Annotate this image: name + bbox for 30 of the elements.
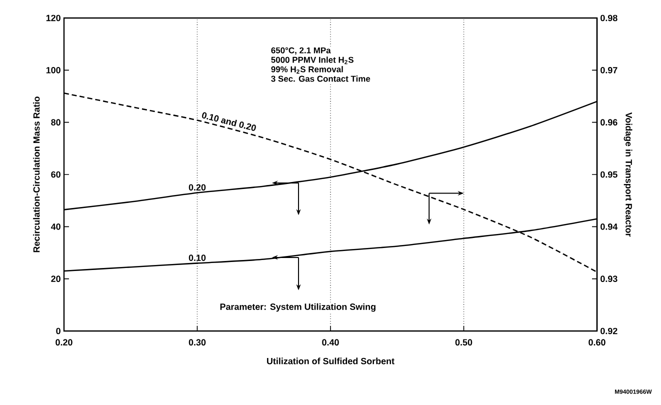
series-label: 0.10 xyxy=(188,254,206,261)
x-axis-title: Utilization of Sulfided Sorbent xyxy=(267,358,394,364)
y2-tick-label: 0.96 xyxy=(600,119,618,126)
annotation: 99% H$_{2}$S Removal xyxy=(271,66,343,74)
y-tick-label: 40 xyxy=(50,223,60,230)
y2-tick-label: 0.94 xyxy=(600,223,618,230)
y-tick-label: 120 xyxy=(46,14,60,22)
y2-axis-title: Voidage in Transport Reactor xyxy=(624,112,632,237)
annotation: Parameter: System Utilization Swing xyxy=(220,303,376,312)
y-tick-label: 60 xyxy=(51,171,60,178)
x-tick-label: 0.50 xyxy=(455,339,472,346)
annotation: 3 Sec. Gas Contact Time xyxy=(271,76,370,82)
series-label: 0.20 xyxy=(188,184,206,191)
x-tick-label: 0.20 xyxy=(56,339,72,346)
x-tick-label: 0.60 xyxy=(588,339,606,346)
x-tick-label: 0.30 xyxy=(188,339,206,346)
y2-tick-label: 0.95 xyxy=(600,171,618,178)
x-tick-label: 0.40 xyxy=(322,339,339,346)
y-tick-label: 0 xyxy=(56,328,60,334)
y2-tick-label: 0.92 xyxy=(600,328,618,334)
text: 0.10 and 0.20 xyxy=(202,112,256,131)
y2-tick-label: 0.93 xyxy=(600,276,618,282)
annotation: 650°C, 2.1 MPa xyxy=(271,47,331,55)
y-tick-label: 100 xyxy=(46,66,60,74)
annotation: 5000 PPMV Inlet H$_{2}$S xyxy=(271,56,354,64)
y-tick-label: 80 xyxy=(51,119,60,126)
y-axis-title: Recirculation-Circulation Mass Ratio xyxy=(33,96,40,252)
y2-tick-label: 0.97 xyxy=(600,66,618,74)
y2-tick-label: 0.98 xyxy=(600,14,618,22)
y-tick-label: 20 xyxy=(51,276,60,282)
